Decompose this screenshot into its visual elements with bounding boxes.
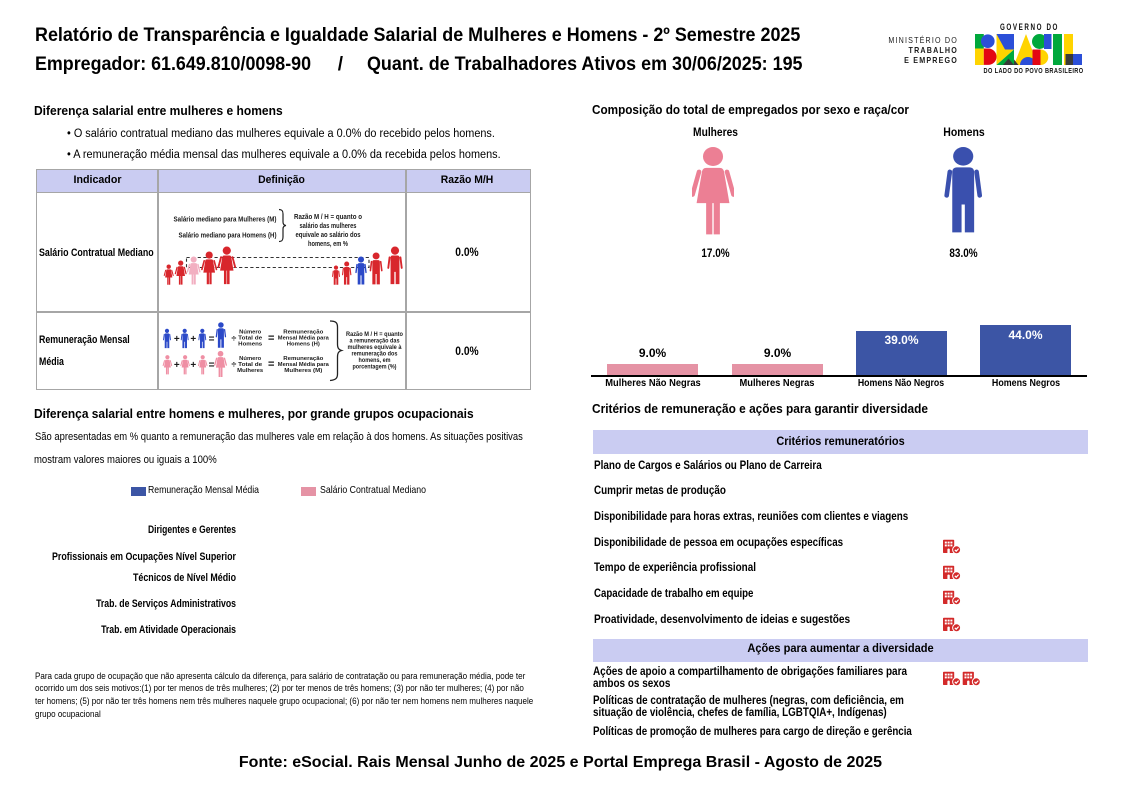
svg-text:÷: ÷ — [231, 334, 236, 344]
svg-text:homens, em %: homens, em % — [308, 239, 348, 248]
svg-text:Remuneração: Remuneração — [283, 356, 323, 362]
svg-text:Salário mediano para Mulheres: Salário mediano para Mulheres (M) — [173, 215, 276, 224]
svg-text:Mulheres (M): Mulheres (M) — [284, 368, 322, 374]
svg-text:Número: Número — [239, 330, 261, 336]
svg-text:+: + — [173, 334, 179, 345]
svg-text:+: + — [190, 360, 196, 371]
svg-text:=: = — [208, 360, 214, 371]
svg-text:equivale ao salário dos: equivale ao salário dos — [295, 230, 360, 239]
svg-text:Mensal Média para: Mensal Média para — [277, 362, 329, 368]
svg-text:Razão M / H = quanto: Razão M / H = quanto — [346, 332, 403, 338]
svg-text:Razão M / H = quanto o: Razão M / H = quanto o — [294, 212, 362, 221]
svg-text:Mensal Média para: Mensal Média para — [277, 336, 329, 342]
svg-text:=: = — [208, 334, 214, 345]
svg-text:÷: ÷ — [231, 360, 236, 370]
svg-text:Remuneração: Remuneração — [283, 330, 323, 336]
svg-text:Homens: Homens — [238, 342, 262, 348]
svg-text:Homens (H): Homens (H) — [286, 342, 319, 348]
svg-text:a remuneração das: a remuneração das — [349, 339, 400, 345]
svg-text:=: = — [267, 359, 273, 371]
svg-text:Total de: Total de — [238, 362, 263, 368]
svg-text:Salário mediano para Homens (H: Salário mediano para Homens (H) — [178, 231, 276, 240]
svg-text:+: + — [190, 334, 196, 345]
svg-text:salário das mulheres: salário das mulheres — [299, 221, 356, 230]
svg-text:Número: Número — [239, 356, 261, 362]
svg-text:Total de: Total de — [238, 336, 263, 342]
svg-text:Mulheres: Mulheres — [237, 368, 263, 374]
svg-text:=: = — [267, 333, 273, 345]
svg-text:porcentagem (%): porcentagem (%) — [352, 365, 396, 371]
svg-text:+: + — [173, 360, 179, 371]
svg-text:remuneração dos: remuneração dos — [351, 352, 398, 358]
svg-text:mulheres equivale à: mulheres equivale à — [347, 345, 402, 351]
svg-text:homens, em: homens, em — [358, 358, 390, 364]
